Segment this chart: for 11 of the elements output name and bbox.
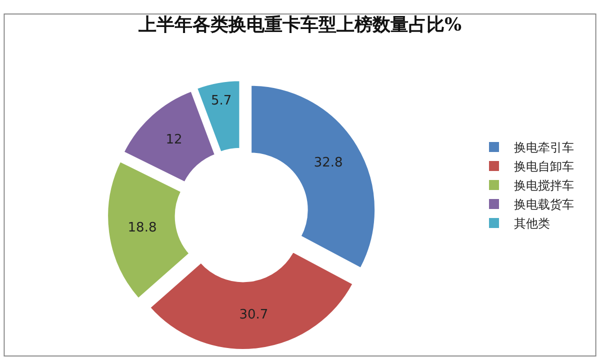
legend-label: 换电载货车 <box>514 198 574 212</box>
data-label: 12 <box>166 132 182 148</box>
data-label: 5.7 <box>210 93 232 108</box>
legend-label: 换电自卸车 <box>514 160 574 174</box>
data-label: 32.8 <box>314 156 343 171</box>
legend-label: 换电搅拌车 <box>514 178 574 193</box>
data-label: 30.7 <box>239 307 268 322</box>
data-label: 18.8 <box>128 220 157 236</box>
legend-label: 换电牵引车 <box>514 140 574 155</box>
chart-title: 上半年各类换电重卡车型上榜数量占比% <box>137 14 462 36</box>
legend-label: 其他类 <box>514 216 550 231</box>
